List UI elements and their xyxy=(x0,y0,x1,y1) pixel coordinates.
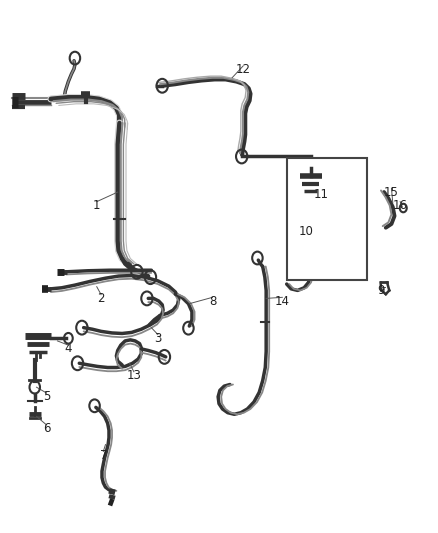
Text: 13: 13 xyxy=(127,369,141,382)
Text: 10: 10 xyxy=(299,225,314,238)
Text: 15: 15 xyxy=(384,185,399,199)
Text: 2: 2 xyxy=(97,292,105,305)
Text: 4: 4 xyxy=(65,342,72,356)
Text: 9: 9 xyxy=(377,284,384,297)
Text: 14: 14 xyxy=(275,295,290,308)
Text: 6: 6 xyxy=(43,422,50,435)
Text: 11: 11 xyxy=(314,188,329,201)
Text: 8: 8 xyxy=(209,295,216,308)
Bar xyxy=(287,158,367,280)
Text: 3: 3 xyxy=(154,332,162,345)
Text: 5: 5 xyxy=(43,390,50,403)
Text: 7: 7 xyxy=(99,449,107,462)
Text: 1: 1 xyxy=(93,199,100,212)
Text: 12: 12 xyxy=(236,63,251,76)
Text: 16: 16 xyxy=(393,199,408,212)
